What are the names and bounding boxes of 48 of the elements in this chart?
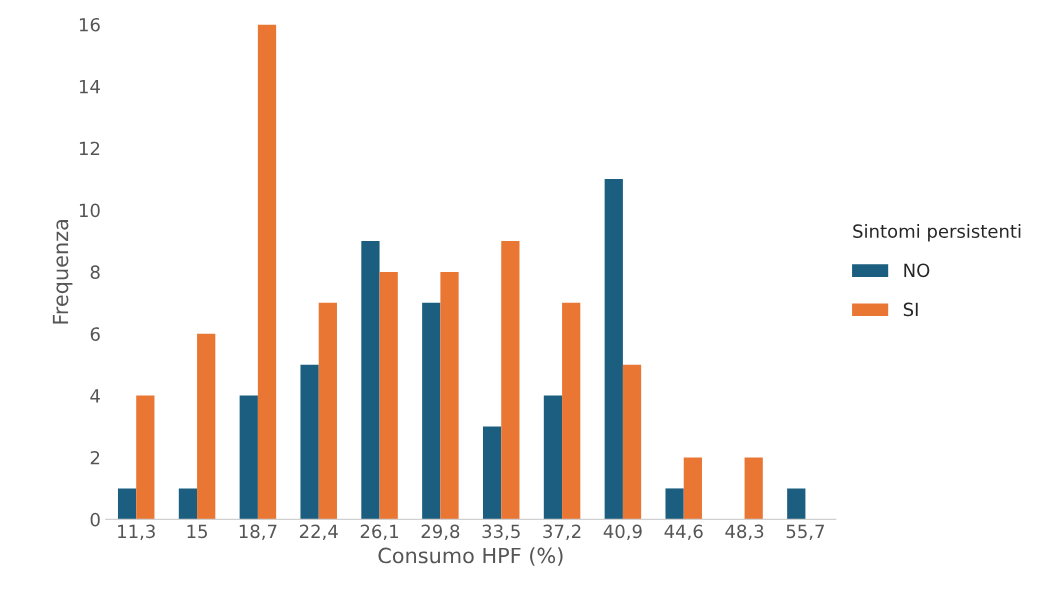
legend-label: NO [904, 263, 930, 278]
bar [136, 395, 155, 520]
x-tick-label: 15 [187, 524, 207, 539]
y-axis-title: Frequenza [52, 220, 73, 324]
bar [482, 426, 502, 520]
bar [440, 271, 459, 520]
x-tick-label: 44,6 [664, 524, 703, 541]
x-tick-label: 48,3 [725, 524, 764, 541]
bar [622, 364, 642, 520]
bar [683, 457, 702, 520]
bar [318, 302, 337, 520]
x-axis-title: Consumo HPF (%) [378, 547, 563, 566]
bar [543, 395, 563, 520]
y-tick-label: 14 [79, 80, 100, 94]
bar [665, 488, 684, 520]
x-tick-label: 26,1 [360, 524, 398, 541]
y-tick-label: 2 [90, 450, 100, 465]
bar [787, 488, 806, 520]
y-tick-label: 16 [79, 17, 100, 32]
x-tick-label: 29,8 [421, 524, 460, 541]
bar [562, 302, 581, 520]
x-tick-label: 22,4 [299, 524, 338, 541]
bar [501, 240, 520, 520]
legend-title: Sintomi persistenti [853, 224, 1021, 242]
bar [361, 240, 380, 520]
y-tick-label: 4 [90, 389, 100, 403]
y-tick-label: 6 [90, 327, 100, 341]
bar [379, 271, 398, 520]
x-tick-label: 18,7 [239, 524, 277, 541]
bar [117, 488, 137, 520]
x-tick-label: 55,7 [786, 524, 824, 541]
x-tick-label: 37,2 [543, 524, 581, 541]
legend-label: SI [903, 302, 918, 317]
x-tick-label: 11,3 [118, 524, 155, 541]
bar [604, 179, 623, 520]
x-tick-label: 40,9 [603, 524, 642, 541]
bar [257, 24, 277, 520]
bar [178, 488, 198, 520]
y-tick-label: 0 [90, 512, 100, 527]
bar [239, 395, 258, 520]
x-tick-label: 33,5 [482, 524, 520, 541]
bar [422, 302, 441, 520]
bar [744, 457, 763, 520]
y-tick-label: 12 [79, 141, 100, 156]
y-tick-label: 10 [79, 203, 100, 218]
bar [197, 333, 216, 520]
bar [300, 364, 319, 520]
y-tick-label: 8 [90, 265, 100, 280]
